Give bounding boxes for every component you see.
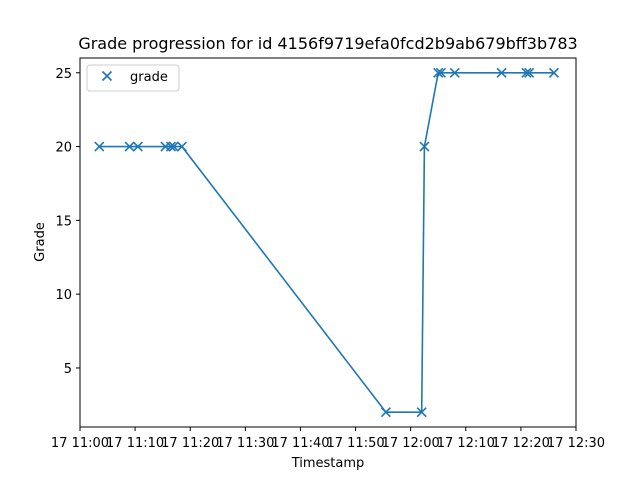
x-axis-label: Timestamp — [291, 456, 365, 471]
data-point — [433, 67, 444, 78]
data-point-stroke — [548, 67, 560, 78]
x-tick-label: 17 11:50 — [326, 436, 384, 451]
data-point — [521, 67, 532, 78]
data-point-stroke — [435, 67, 447, 78]
data-point — [548, 67, 560, 78]
data-point-stroke — [168, 141, 179, 152]
data-point — [496, 67, 507, 78]
x-tick-label: 17 11:10 — [106, 436, 164, 451]
legend-label-grade: grade — [130, 70, 168, 85]
legend: grade — [86, 64, 180, 92]
data-point-stroke — [521, 67, 532, 78]
x-tick-label: 17 12:00 — [382, 436, 440, 451]
data-point-stroke — [496, 67, 507, 78]
x-tick-label: 17 11:30 — [216, 436, 274, 451]
data-point — [524, 67, 535, 78]
data-point-stroke — [449, 67, 460, 78]
legend-marker-grade — [101, 70, 113, 82]
y-tick-label: 20 — [55, 141, 72, 156]
legend-box — [86, 64, 180, 92]
data-point — [132, 141, 143, 152]
y-tick-label: 15 — [55, 214, 72, 229]
data-point-stroke — [176, 141, 188, 152]
x-tick-label: 17 12:30 — [547, 436, 605, 451]
data-point — [380, 407, 391, 418]
x-tick-label: 17 11:20 — [161, 436, 219, 451]
data-point — [435, 67, 447, 78]
y-tick-label: 25 — [55, 67, 72, 82]
chart-title: Grade progression for id 4156f9719efa0fc… — [78, 34, 577, 53]
axes-frame — [79, 57, 577, 428]
data-point — [176, 141, 188, 152]
y-axis: 5 10 15 20 25 — [55, 67, 80, 377]
data-point-stroke — [524, 67, 535, 78]
data-point-stroke — [94, 141, 105, 152]
data-point — [124, 141, 135, 152]
data-point — [419, 141, 430, 152]
data-point — [449, 67, 460, 78]
legend-x-marker-stroke — [101, 70, 113, 82]
x-tick-label: 17 12:10 — [437, 436, 495, 451]
legend-x-marker — [101, 70, 113, 82]
x-tick-label: 17 11:00 — [51, 436, 109, 451]
data-point-stroke — [433, 67, 444, 78]
data-point-stroke — [416, 407, 427, 418]
x-tick-label: 17 12:20 — [492, 436, 550, 451]
data-point-stroke — [124, 141, 135, 152]
data-point-stroke — [132, 141, 143, 152]
data-point-stroke — [165, 141, 176, 152]
data-point — [416, 407, 427, 418]
y-tick-label: 5 — [64, 362, 72, 377]
data-point-stroke — [380, 407, 391, 418]
x-tick-label: 17 11:40 — [271, 436, 329, 451]
data-point — [94, 141, 105, 152]
y-axis-label: Grade — [33, 222, 48, 262]
data-point — [168, 141, 179, 152]
y-tick-label: 10 — [55, 288, 72, 303]
data-point-stroke — [419, 141, 430, 152]
plot-area — [94, 67, 560, 418]
data-point — [165, 141, 176, 152]
